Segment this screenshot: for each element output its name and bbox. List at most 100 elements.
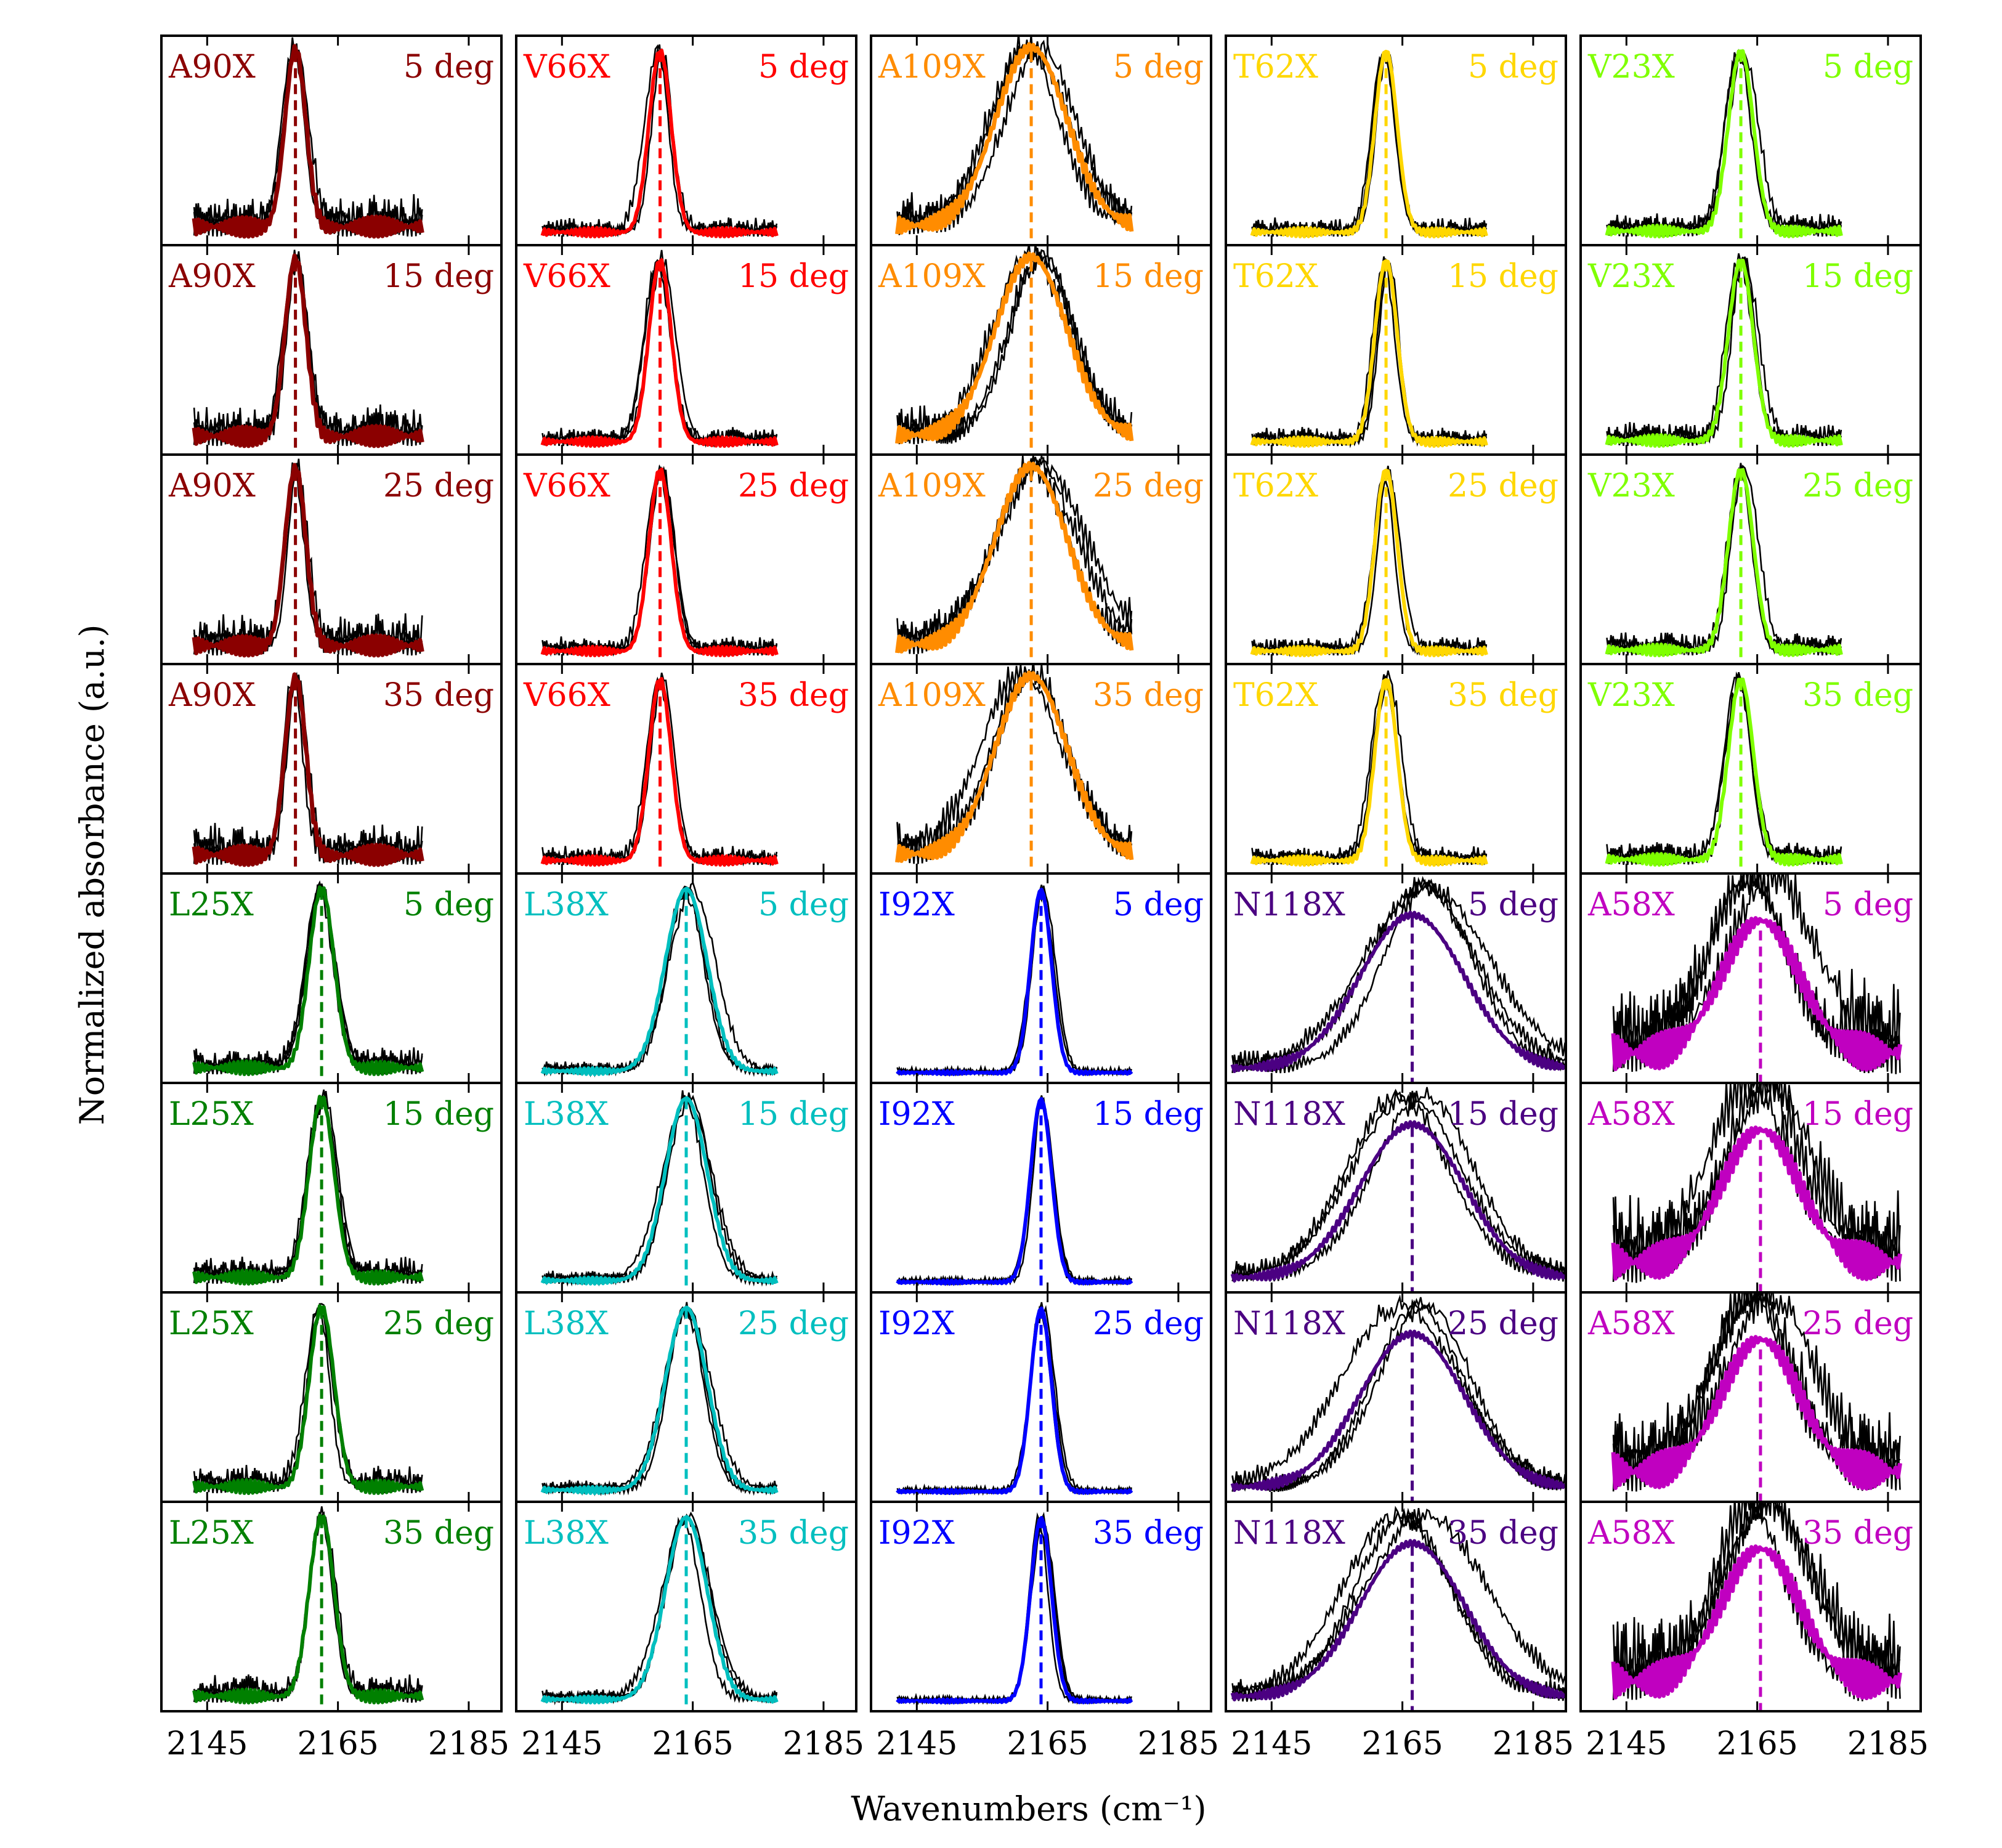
replicate-trace xyxy=(541,881,778,1077)
plot-area xyxy=(1611,873,1902,1083)
average-trace xyxy=(1605,677,1843,867)
plot-area xyxy=(192,671,424,873)
angle-label: 35 deg xyxy=(1448,1515,1558,1552)
panel-L38X-1: L38X 5 deg xyxy=(515,872,857,1084)
angle-label: 25 deg xyxy=(383,1305,494,1342)
x-tick-label: 2165 xyxy=(1007,1725,1088,1762)
plot-area xyxy=(192,1089,424,1292)
plot-area xyxy=(1250,49,1488,245)
plot-area xyxy=(1611,1083,1902,1292)
replicate-trace xyxy=(1612,1292,1901,1491)
mutant-label: A90X xyxy=(168,49,256,86)
plot-area xyxy=(1230,1294,1566,1502)
plot-area xyxy=(540,1511,779,1711)
replicate-trace xyxy=(1231,1090,1566,1282)
panel-A58X-2: A58X 15 deg xyxy=(1579,1082,1922,1294)
mutant-label: V23X xyxy=(1587,49,1675,86)
mutant-label: L25X xyxy=(169,1515,254,1552)
panel-A109X-3: A109X 25 deg xyxy=(870,453,1212,665)
plot-area xyxy=(1250,256,1488,455)
mutant-label: T62X xyxy=(1233,468,1318,505)
mutant-label: V66X xyxy=(523,468,610,505)
plot-area xyxy=(896,1302,1133,1502)
angle-label: 25 deg xyxy=(738,468,849,505)
mutant-label: A109X xyxy=(878,49,986,86)
angle-label: 15 deg xyxy=(1448,258,1558,295)
panel-V23X-4: V23X 35 deg xyxy=(1579,663,1922,875)
angle-label: 15 deg xyxy=(1802,258,1913,295)
average-trace xyxy=(895,461,1134,654)
plot-area xyxy=(1230,1087,1566,1292)
angle-label: 5 deg xyxy=(1823,886,1913,923)
plot-area xyxy=(896,885,1133,1083)
x-tick-label: 2165 xyxy=(652,1725,733,1762)
mutant-label: V23X xyxy=(1587,258,1675,295)
angle-label: 25 deg xyxy=(383,468,494,505)
panels-grid: A90X 5 deg A90X 15 deg A90X 25 deg A90X 35 deg V… xyxy=(160,34,1922,1712)
mutant-label: A90X xyxy=(168,468,256,505)
panel-frame xyxy=(1579,1501,1922,1712)
average-trace xyxy=(192,463,424,658)
angle-label: 15 deg xyxy=(383,258,494,295)
replicate-trace xyxy=(1612,873,1901,1068)
angle-label: 25 deg xyxy=(1093,1305,1204,1342)
angle-label: 35 deg xyxy=(738,1515,849,1552)
replicate-trace xyxy=(1231,1088,1566,1282)
average-trace xyxy=(896,887,1133,1076)
panel-I92X-3: I92X 25 deg xyxy=(870,1291,1212,1503)
average-trace xyxy=(1250,468,1488,657)
average-trace xyxy=(192,253,424,448)
x-tick-label: 2185 xyxy=(1847,1725,1929,1762)
replicate-trace xyxy=(1231,1506,1566,1700)
panel-A58X-3: A58X 25 deg xyxy=(1579,1291,1922,1503)
angle-label: 15 deg xyxy=(1802,1096,1913,1133)
mutant-label: A90X xyxy=(168,258,256,295)
x-tick-labels: 2145 2165 2185 2145 2165 2185 2145 2165 2185 2145… xyxy=(166,1725,1929,1762)
plot-area xyxy=(192,1303,424,1502)
plot-area xyxy=(540,1090,779,1292)
average-trace xyxy=(192,44,424,239)
plot-area xyxy=(540,1302,779,1502)
panel-V23X-3: V23X 25 deg xyxy=(1579,453,1922,665)
angle-label: 25 deg xyxy=(1802,468,1913,505)
replicate-trace xyxy=(1231,1294,1566,1488)
mutant-label: I92X xyxy=(878,886,955,923)
average-trace xyxy=(192,1304,424,1495)
plot-area xyxy=(540,44,779,245)
plot-area xyxy=(192,37,424,245)
angle-label: 5 deg xyxy=(403,49,494,86)
plot-area xyxy=(1605,463,1843,664)
mutant-label: A109X xyxy=(878,258,986,295)
plot-area xyxy=(540,672,779,873)
panel-L25X-4: L25X 35 deg xyxy=(160,1501,503,1712)
panel-A58X-1: A58X 5 deg xyxy=(1579,872,1922,1084)
mutant-label: A90X xyxy=(168,677,256,714)
angle-label: 5 deg xyxy=(758,49,849,86)
plot-area xyxy=(895,455,1134,664)
panel-L25X-3: L25X 25 deg xyxy=(160,1291,503,1503)
panel-I92X-2: I92X 15 deg xyxy=(870,1082,1212,1294)
panel-V23X-1: V23X 5 deg xyxy=(1579,34,1922,246)
average-trace xyxy=(1250,49,1488,238)
average-trace xyxy=(192,885,424,1076)
average-trace xyxy=(896,1096,1133,1286)
mutant-label: L38X xyxy=(524,1305,609,1342)
panel-L38X-4: L38X 35 deg xyxy=(515,1501,857,1712)
panel-T62X-2: T62X 15 deg xyxy=(1225,244,1567,456)
angle-label: 15 deg xyxy=(738,1096,849,1133)
angle-label: 5 deg xyxy=(1468,49,1558,86)
panel-frame xyxy=(1225,1501,1567,1712)
x-tick-label: 2185 xyxy=(783,1725,864,1762)
average-trace xyxy=(540,1515,779,1704)
average-trace xyxy=(192,1095,424,1286)
replicate-trace xyxy=(896,670,1133,862)
mutant-label: L25X xyxy=(169,1096,254,1133)
mutant-label: L38X xyxy=(524,1096,609,1133)
panel-I92X-4: I92X 35 deg xyxy=(870,1501,1212,1712)
replicate-trace xyxy=(193,462,423,656)
angle-label: 5 deg xyxy=(1113,886,1204,923)
average-trace xyxy=(1605,258,1843,448)
panel-L25X-1: L25X 5 deg xyxy=(160,872,503,1084)
panel-L38X-2: L38X 15 deg xyxy=(515,1082,857,1294)
